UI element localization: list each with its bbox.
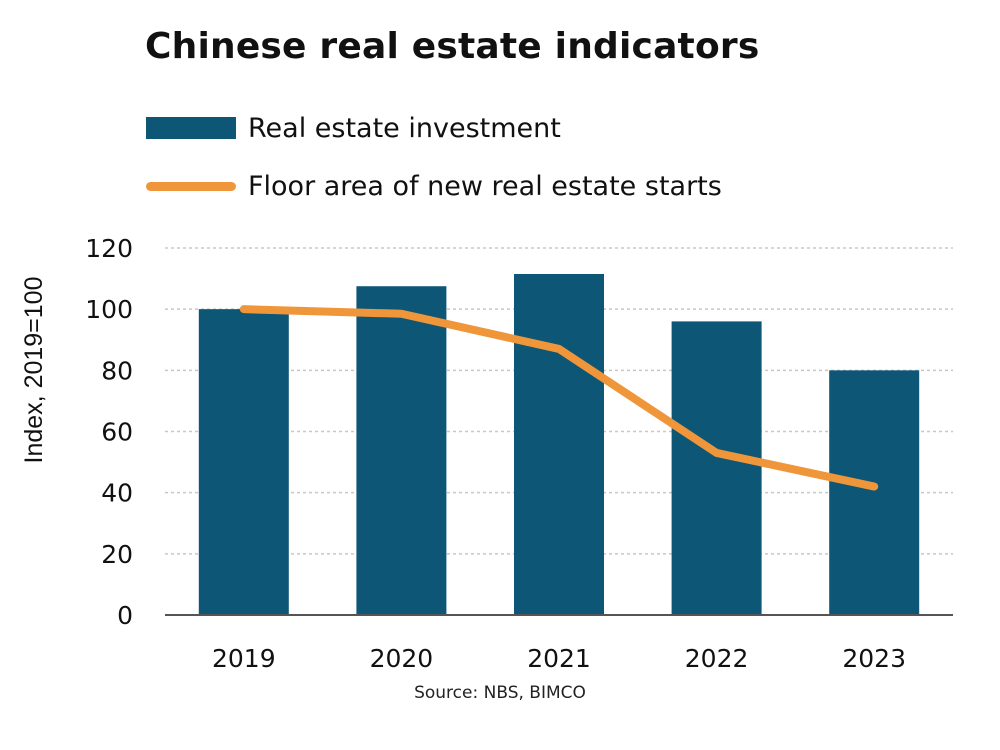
legend-swatch-bar <box>146 117 236 139</box>
source-note: Source: NBS, BIMCO <box>414 683 586 703</box>
legend-item-floor-area: Floor area of new real estate starts <box>146 166 722 206</box>
bar-2023 <box>829 370 920 615</box>
legend-label-floor-area: Floor area of new real estate starts <box>248 170 722 202</box>
x-tick-label-2019: 2019 <box>212 644 276 673</box>
y-tick-label-40: 40 <box>101 479 133 508</box>
x-tick-label-2023: 2023 <box>842 644 906 673</box>
legend-label-investment: Real estate investment <box>248 112 561 144</box>
y-tick-label-0: 0 <box>117 601 133 630</box>
line-point-2023 <box>873 485 876 488</box>
y-tick-label-20: 20 <box>101 540 133 569</box>
line-series <box>239 305 879 491</box>
bar-2021 <box>514 273 604 615</box>
bar-series <box>198 273 920 615</box>
y-axis-label: Index, 2019=100 <box>20 277 48 464</box>
y-tick-label-120: 120 <box>85 234 133 263</box>
x-tick-label-2021: 2021 <box>527 644 591 673</box>
bar-2019 <box>198 309 289 615</box>
legend-item-investment: Real estate investment <box>146 108 561 148</box>
line-point-2021 <box>558 347 560 350</box>
axes: 0 20 40 60 80 100 120 2019 2020 2021 2022 2023 <box>85 234 953 673</box>
chart-title: Chinese real estate indicators <box>145 26 760 67</box>
legend-swatch-line <box>146 181 236 191</box>
line-point-2020 <box>400 312 403 315</box>
line-point-2019 <box>242 308 245 311</box>
x-tick-label-2020: 2020 <box>370 644 434 673</box>
grid-lines <box>165 247 953 555</box>
bar-2020 <box>356 286 447 615</box>
line-point-2022 <box>715 451 718 454</box>
x-tick-label-2022: 2022 <box>685 644 749 673</box>
y-tick-label-100: 100 <box>85 295 133 324</box>
y-tick-label-80: 80 <box>101 356 133 385</box>
y-tick-label-60: 60 <box>101 418 133 447</box>
bar-2022 <box>671 321 762 615</box>
